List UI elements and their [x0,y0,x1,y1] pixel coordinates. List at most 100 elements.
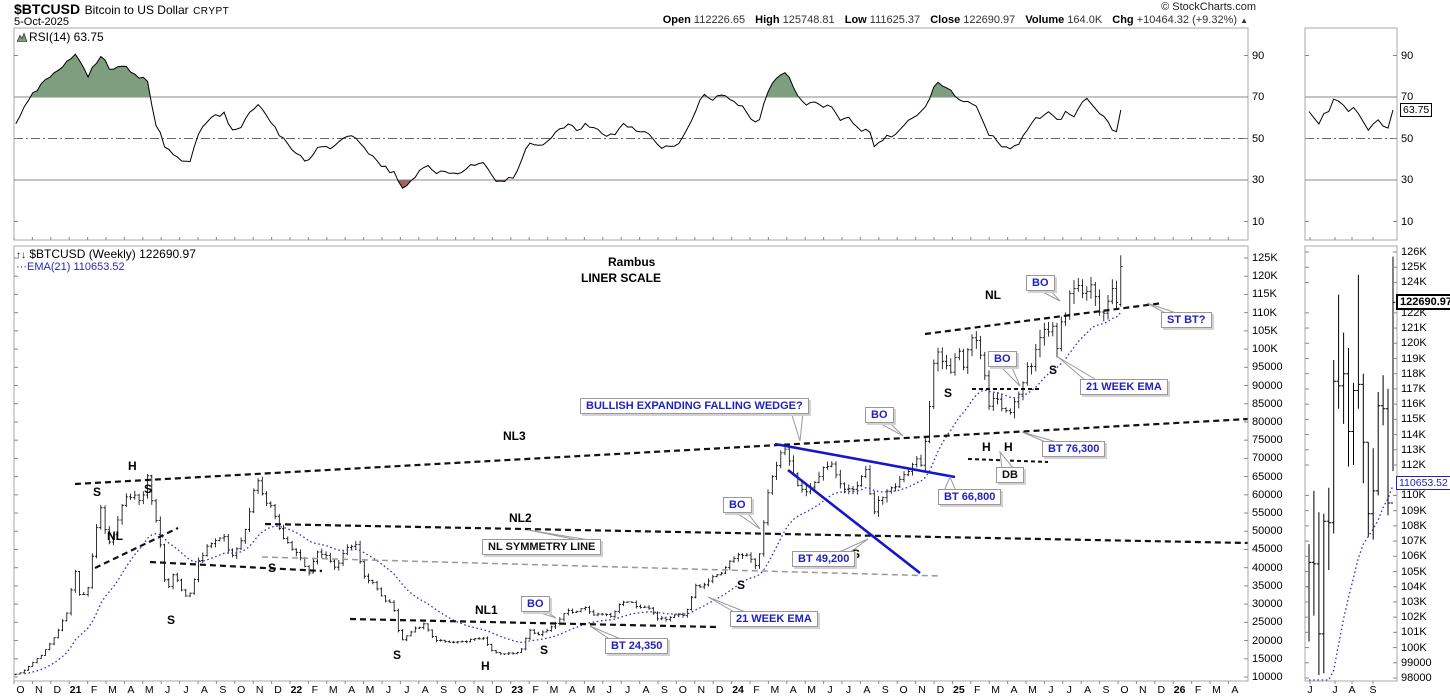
price-y-label: 100K [1252,343,1278,356]
chart-label: S [1049,363,1058,377]
high-value: 125748.81 [782,14,835,26]
chart-label: S [393,648,402,662]
rsi-y-label: 70 [1252,91,1265,103]
mini-price-y-label: 105K [1401,565,1427,578]
callout: BO [521,596,550,612]
month-label: M [586,684,596,696]
price-legend: ↑↓ $BTCUSD (Weekly) 122690.97 [16,247,196,261]
trendline-wedge-upper [774,442,956,479]
month-label: D [274,684,282,696]
mini-rsi-y-label: 70 [1401,91,1414,103]
mini-price-y-label: 107K [1401,535,1427,548]
month-label: 24 [732,684,744,696]
month-label: N [255,684,264,696]
price-y-label: 10000 [1252,671,1283,683]
chart-label: NL [107,529,123,543]
mini-month-label: S [1369,684,1377,696]
month-label: J [385,684,392,696]
price-y-label: 85000 [1252,397,1283,410]
month-label: A [200,684,208,696]
callout: BT 66,800 [938,489,1002,505]
price-y-label: 15000 [1252,652,1283,665]
up-arrow-icon: ▲ [1240,16,1248,25]
month-label: D [495,684,503,696]
callout: BO [988,351,1017,367]
mini-price-y-label: 116K [1401,398,1426,411]
chart-label: H [128,459,137,473]
month-label: A [1084,684,1092,696]
month-label: J [625,684,631,696]
mini-bars [1306,256,1396,675]
price-y-label: 35000 [1252,579,1283,592]
month-label: F [1194,684,1202,696]
month-label: M [365,684,375,696]
ticker-symbol: $BTCUSD [14,1,81,17]
month-label: M [1028,684,1037,696]
change-label: Chg [1112,14,1134,26]
price-y-label: 90000 [1252,379,1283,392]
mini-price-y-label: 114K [1401,428,1426,441]
chart-label: S [540,643,549,657]
month-label: S [219,684,227,696]
month-label: J [827,684,833,696]
month-label: A [1010,684,1018,696]
trendline-wedge-lower [787,468,921,575]
mini-price-y-label: 110K [1401,489,1426,502]
month-label: F [974,684,981,696]
rsi-gridlines [14,96,1248,181]
market-tag: CRYPT [193,6,230,17]
month-label: M [807,684,816,696]
month-label: O [237,684,246,696]
callout: BO [1026,275,1055,291]
rsi-y-label: 90 [1252,49,1265,62]
price-legend-text: $BTCUSD (Weekly) 122690.97 [29,247,196,261]
chart-label: S [167,613,176,627]
mini-price-y-label: 99000 [1401,656,1432,669]
price-y-label: 70000 [1252,452,1283,465]
mini-price-y-label: 119K [1401,352,1426,365]
price-y-label: 25000 [1252,616,1283,629]
mini-price-y-label: 104K [1401,580,1427,593]
chart-label: H [481,659,490,673]
callout: DB [996,467,1024,483]
mini-price-y-label: 100K [1401,641,1427,654]
mini-price-panel [1304,245,1398,682]
chart-label: H [1004,440,1013,454]
rsi-y-label: 30 [1252,174,1265,186]
price-y-label: 40000 [1252,561,1283,574]
month-label: S [660,684,668,696]
price-bars [14,255,1123,676]
month-label: N [697,684,706,696]
trendline-neckline-late-2021 [149,560,323,573]
rsi-legend: RSI(14) 63.75 [16,30,104,44]
month-label: A [421,684,429,696]
month-label: A [127,684,135,696]
callout: BT 49,200 [792,551,856,567]
mini-price-y-label: 106K [1401,550,1427,563]
instrument-name: Bitcoin to US Dollar [84,3,189,17]
change-value: +10464.32 (+9.32%) [1136,14,1238,26]
chart-label: NL [985,288,1001,302]
quote-summary: Open 112226.65 High 125748.81 Low 111625… [656,14,1248,26]
price-y-label: 75000 [1252,434,1283,447]
panel-borders [13,27,1398,682]
open-value: 112226.65 [693,14,746,26]
low-value: 111625.37 [869,14,921,26]
month-label: J [165,684,171,696]
mini-price-y-label: 118K [1401,367,1426,380]
month-label: M [991,684,1000,696]
price-y-label: 20000 [1252,634,1283,647]
trendline-double-bottom-line [967,458,1049,463]
copyright: © StockCharts.com [1161,1,1256,13]
callout: NL SYMMETRY LINE [482,539,602,555]
rsi-area-icon [16,32,28,43]
close-value: 122690.97 [963,14,1016,26]
callout-tails [527,288,1180,641]
price-y-label: 105K [1252,324,1278,337]
month-label: O [457,684,467,696]
month-label: A [863,684,871,696]
month-label: J [1066,684,1072,696]
month-label: S [1102,684,1110,696]
updown-arrows-icon: ↑↓ [16,250,26,261]
price-y-label: 30000 [1252,598,1283,611]
